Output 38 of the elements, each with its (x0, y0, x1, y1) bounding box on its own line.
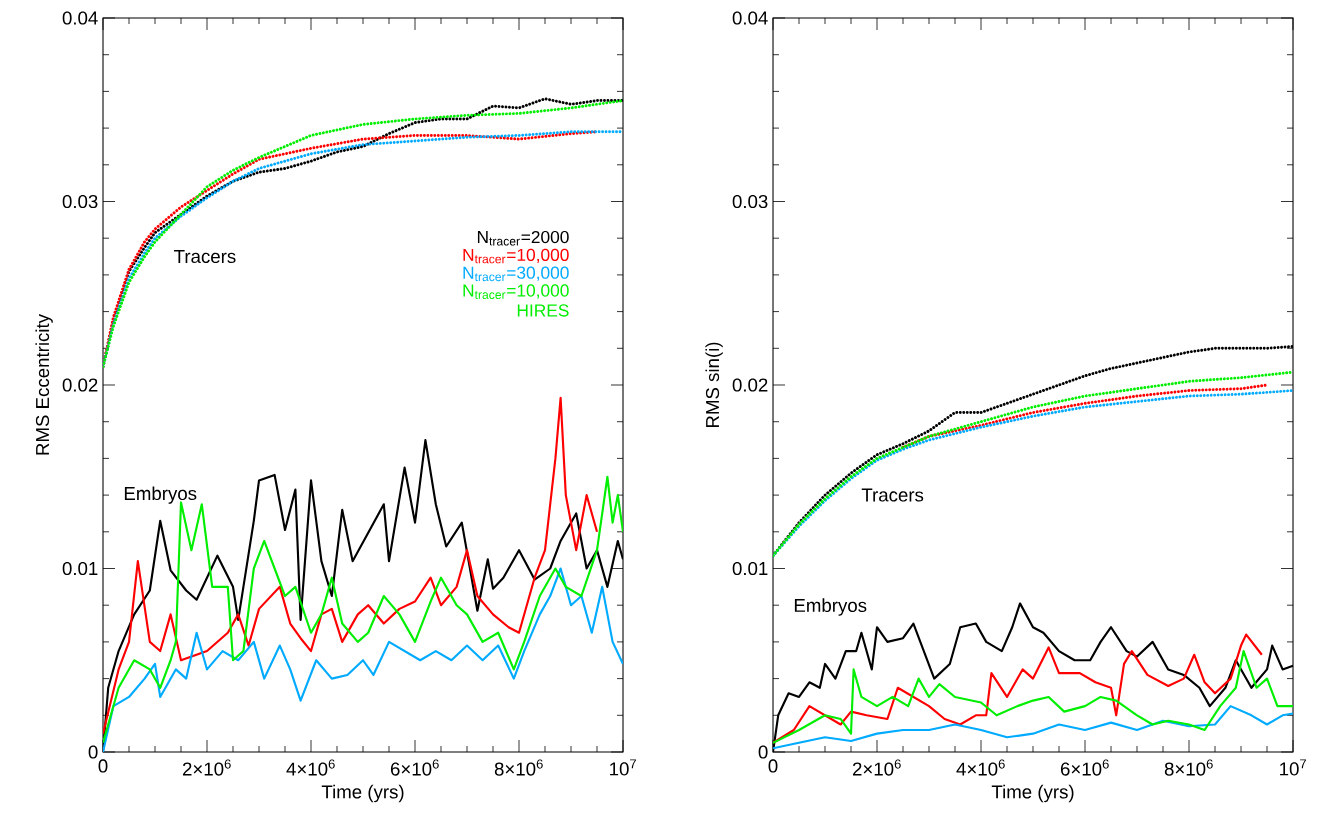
text: N$_{tracer}$=10,000 HIRES (463, 284, 569, 317)
x-tick-label: 4×10$^{6}$ (956, 759, 1005, 776)
line-series (103, 396, 599, 735)
x-tick-label: 8×10$^{6}$ (494, 759, 543, 776)
annotation: Tracers (861, 488, 924, 502)
annotation: Embryos (794, 598, 867, 616)
x-tick-label: 2×10$^{6}$ (852, 759, 901, 776)
line-series (901, 383, 1269, 449)
x-tick-label: 10$^{7}$ (1280, 759, 1307, 776)
y-axis-title: RMS Eccentricity (35, 314, 53, 455)
y-tick-label: 0.03 (732, 194, 768, 209)
line-series (773, 650, 1294, 744)
x-tick-label: 4×10$^{6}$ (286, 759, 335, 776)
x-tick-label: 6×10$^{6}$ (390, 759, 439, 776)
x-tick-label: 0 (98, 759, 108, 773)
x-axis-title: Time (yrs) (991, 784, 1074, 803)
y-tick-label: 0.04 (732, 11, 768, 25)
x-tick-label: 6×10$^{6}$ (1060, 759, 1109, 776)
annotation: Tracers (174, 250, 236, 264)
y-tick-label: 0.01 (732, 561, 768, 576)
y-tick-label: 0 (758, 745, 768, 759)
x-tick-label: 8×10$^{6}$ (1164, 759, 1213, 776)
x-axis-title: Time (yrs) (321, 784, 404, 803)
x-tick-label: 2×10$^{6}$ (182, 759, 231, 776)
text: N$_{tracer}$=10,000 (463, 248, 569, 264)
text: N$_{tracer}$=30,000 (463, 266, 569, 282)
annotation: Embryos (124, 486, 197, 504)
y-tick-label: 0.03 (62, 194, 98, 209)
y-tick-label: 0.01 (62, 561, 98, 576)
x-tick-label: 10$^{7}$ (610, 759, 637, 776)
text: N$_{tracer}$=2000 (477, 230, 569, 246)
line-series (773, 705, 1294, 750)
x-tick-label: 0 (768, 759, 778, 773)
y-tick-label: 0.02 (62, 378, 98, 392)
y-axis-title: RMS sin(i) (705, 342, 723, 428)
y-tick-label: 0 (88, 745, 98, 759)
y-tick-label: 0.02 (732, 378, 768, 392)
y-tick-label: 0.04 (62, 11, 98, 25)
